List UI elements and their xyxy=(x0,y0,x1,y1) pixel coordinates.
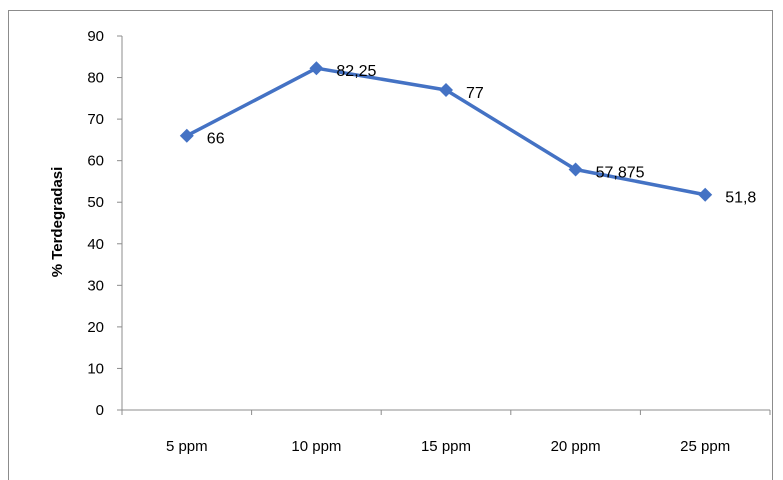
y-tick-label: 0 xyxy=(96,402,104,419)
chart-frame xyxy=(8,10,773,480)
x-tick-label: 5 ppm xyxy=(166,438,208,455)
series-line-group: 66 82,25 77 57,875 51,8 xyxy=(179,61,756,207)
data-label: 51,8 xyxy=(725,190,756,207)
y-tick-label: 10 xyxy=(87,360,104,377)
data-label: 66 xyxy=(207,131,225,148)
y-axis-title: % Terdegradasi xyxy=(49,167,66,278)
x-tick-label: 15 ppm xyxy=(421,438,471,455)
y-tick-label: 50 xyxy=(87,194,104,211)
data-label: 57,875 xyxy=(596,164,645,181)
y-axis: 0 10 20 30 40 50 60 70 80 90 xyxy=(87,28,123,419)
y-tick-label: 90 xyxy=(87,28,104,45)
data-label: 77 xyxy=(466,85,484,102)
data-point-marker xyxy=(179,128,194,143)
data-point-marker xyxy=(568,162,583,177)
y-tick-label: 20 xyxy=(87,319,104,336)
data-label: 82,25 xyxy=(336,63,376,80)
x-axis: 5 ppm 10 ppm 15 ppm 20 ppm 25 ppm xyxy=(121,409,771,455)
x-tick-label: 25 ppm xyxy=(680,438,730,455)
x-tick-label: 20 ppm xyxy=(551,438,601,455)
y-tick-label: 80 xyxy=(87,70,104,87)
data-point-marker xyxy=(698,187,713,202)
data-point-marker xyxy=(439,83,453,98)
y-tick-label: 70 xyxy=(87,111,104,128)
y-tick-label: 30 xyxy=(87,277,104,294)
y-tick-label: 60 xyxy=(87,153,104,170)
data-point-marker xyxy=(309,61,324,76)
x-tick-label: 10 ppm xyxy=(291,438,341,455)
y-tick-label: 40 xyxy=(87,236,104,253)
